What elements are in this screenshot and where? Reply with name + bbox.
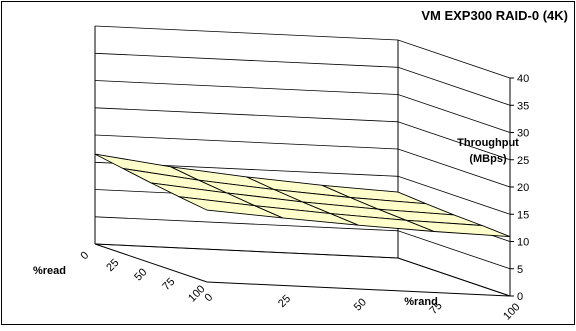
- gridline-z-40: [94, 25, 511, 79]
- chart-title: VM EXP300 RAID-0 (4K): [421, 8, 568, 23]
- gridlines: [94, 25, 511, 297]
- data-surface: [94, 153, 511, 238]
- gridline-z-25: [94, 107, 511, 161]
- z-tick-label: 0: [517, 291, 523, 303]
- gridline-z-30: [94, 80, 511, 133]
- z-tick-label: 25: [517, 155, 529, 167]
- gridline-z-15: [94, 161, 511, 215]
- z-axis-label-line2: (MBps): [469, 153, 507, 165]
- z-tick-label: 20: [517, 182, 529, 194]
- z-axis-label-line1: Throughput: [457, 137, 519, 149]
- z-tick-label: 35: [517, 100, 529, 112]
- z-tick-label: 10: [517, 237, 529, 249]
- gridline-z-35: [94, 52, 511, 106]
- x-axis-label: %rand: [404, 296, 438, 308]
- z-tick-label: 15: [517, 209, 529, 221]
- y-axis-label: %read: [33, 265, 66, 277]
- z-tick-label: 30: [517, 128, 529, 140]
- surface-cell: [406, 219, 511, 238]
- gridline-z-5: [94, 216, 511, 270]
- z-tick-label: 40: [517, 73, 529, 85]
- z-tick-label: 5: [517, 264, 523, 276]
- gridline-z-20: [94, 134, 511, 188]
- gridline-z-0: [94, 243, 511, 297]
